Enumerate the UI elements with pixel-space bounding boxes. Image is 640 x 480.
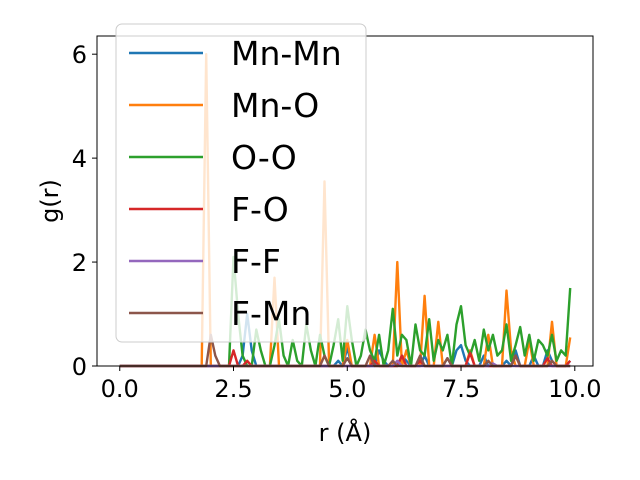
x-tick-label: 2.5 — [214, 375, 252, 403]
x-tick-label: 0.0 — [101, 375, 139, 403]
legend-label-o-o: O-O — [231, 138, 297, 177]
x-tick-label: 5.0 — [328, 375, 366, 403]
y-axis: 0 2 4 6 — [72, 41, 97, 381]
legend-label-f-mn: F-Mn — [231, 294, 311, 333]
y-axis-label: g(r) — [36, 179, 64, 223]
legend-label-f-o: F-O — [231, 190, 289, 229]
legend-label-mn-o: Mn-O — [231, 86, 319, 125]
x-tick-label: 7.5 — [442, 375, 480, 403]
y-tick-label: 4 — [72, 145, 87, 173]
legend: Mn-Mn Mn-O O-O F-O F-F F-Mn — [115, 23, 367, 343]
x-axis: 0.0 2.5 5.0 7.5 10.0 — [101, 366, 602, 403]
x-tick-label: 10.0 — [548, 375, 601, 403]
y-tick-label: 2 — [72, 249, 87, 277]
y-tick-label: 0 — [72, 353, 87, 381]
y-tick-label: 6 — [72, 41, 87, 69]
legend-label-mn-mn: Mn-Mn — [231, 34, 342, 73]
legend-label-f-f: F-F — [231, 242, 281, 281]
x-axis-label: r (Å) — [319, 418, 372, 447]
legend-box — [115, 23, 367, 343]
